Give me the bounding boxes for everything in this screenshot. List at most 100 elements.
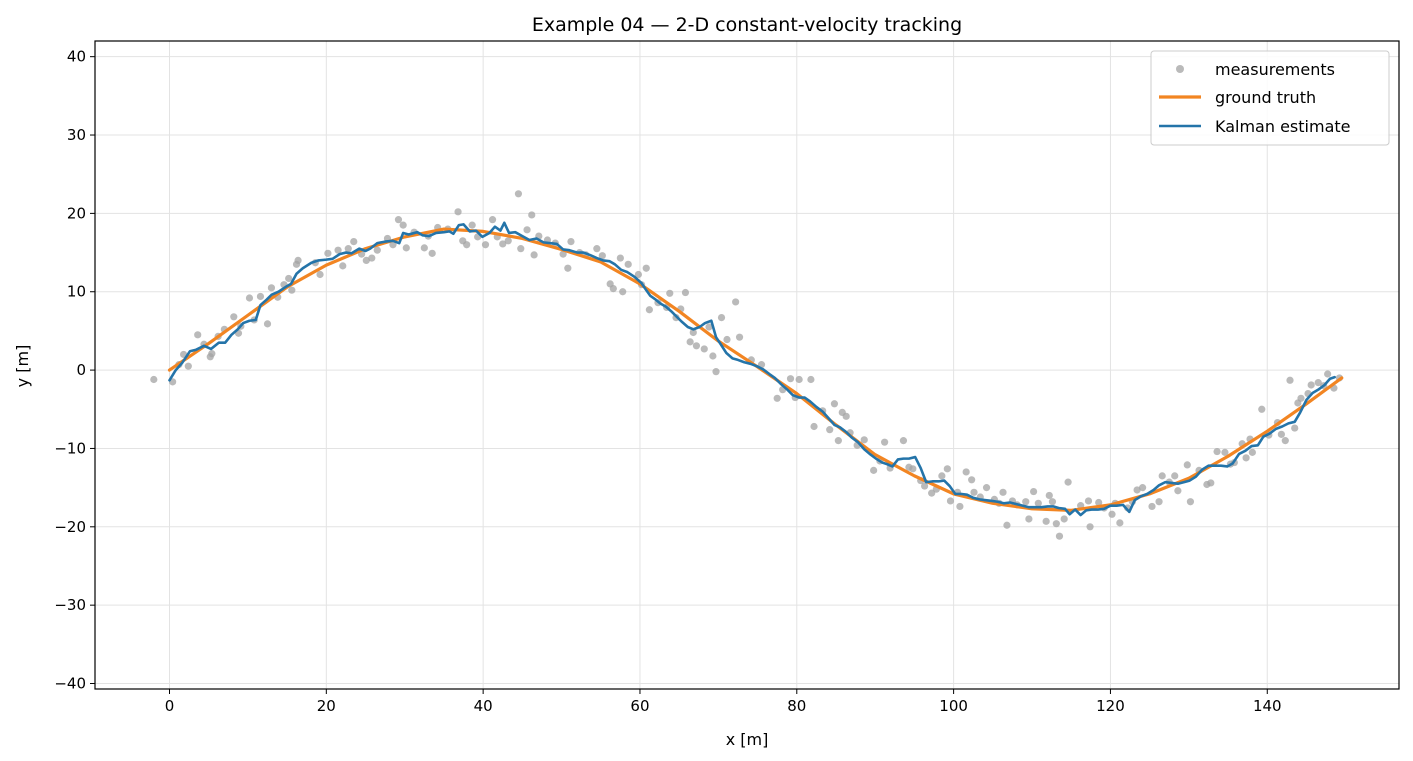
measurement-point bbox=[830, 400, 839, 408]
measurement-point bbox=[1155, 498, 1163, 506]
measurement-point bbox=[1108, 510, 1116, 518]
legend-label-kalman-estimate: Kalman estimate bbox=[1215, 117, 1350, 136]
measurement-point bbox=[681, 288, 690, 297]
measurement-point bbox=[1045, 491, 1053, 500]
measurement-point bbox=[362, 256, 370, 264]
measurement-point bbox=[1060, 515, 1068, 523]
measurement-point bbox=[968, 476, 976, 484]
y-tick-label: −40 bbox=[54, 675, 86, 693]
measurement-point bbox=[717, 313, 726, 322]
measurement-point bbox=[1242, 454, 1250, 462]
measurement-point bbox=[1003, 521, 1011, 529]
measurement-point bbox=[1064, 478, 1072, 486]
measurement-point bbox=[712, 368, 720, 376]
measurement-point bbox=[1291, 424, 1299, 432]
measurement-point bbox=[795, 375, 803, 384]
measurement-point bbox=[970, 488, 978, 496]
axes-frame bbox=[94, 40, 1400, 690]
measurement-point bbox=[634, 270, 642, 279]
measurement-point bbox=[860, 436, 868, 444]
measurement-point bbox=[567, 237, 575, 246]
measurement-point bbox=[528, 211, 536, 219]
measurement-point bbox=[735, 333, 744, 341]
measurement-point bbox=[1055, 532, 1064, 540]
legend-label-measurements: measurements bbox=[1215, 60, 1335, 79]
measurement-point bbox=[1086, 523, 1094, 531]
measurement-point bbox=[1277, 430, 1285, 438]
measurement-point bbox=[1186, 498, 1195, 506]
y-tick-label: 40 bbox=[67, 48, 86, 66]
measurement-point bbox=[943, 465, 951, 473]
y-tick-label: −10 bbox=[54, 439, 86, 457]
kalman-estimate-line bbox=[168, 221, 1336, 517]
measurement-point bbox=[368, 254, 376, 262]
x-tick-label: 100 bbox=[939, 697, 968, 715]
measurement-point bbox=[609, 285, 617, 293]
x-tick-label: 80 bbox=[787, 697, 806, 715]
measurement-point bbox=[389, 241, 397, 249]
measurement-point bbox=[504, 237, 512, 245]
measurement-point bbox=[481, 241, 490, 249]
measurement-point bbox=[316, 270, 324, 279]
measurement-point bbox=[1286, 376, 1294, 384]
measurement-point bbox=[488, 216, 497, 224]
measurement-point bbox=[1183, 461, 1191, 469]
measurement-point bbox=[1095, 498, 1103, 507]
measurement-point bbox=[1314, 379, 1322, 387]
measurement-point bbox=[1022, 498, 1030, 506]
measurement-point bbox=[826, 426, 834, 434]
measurement-point bbox=[514, 190, 523, 198]
measurement-point bbox=[530, 251, 538, 259]
measurement-point bbox=[339, 262, 347, 270]
measurement-point bbox=[999, 488, 1007, 496]
measurement-point bbox=[732, 298, 740, 306]
x-tick-label: 0 bbox=[165, 697, 175, 715]
measurement-point bbox=[956, 502, 964, 511]
y-axis-label: y [m] bbox=[13, 345, 32, 388]
measurement-point bbox=[230, 313, 238, 321]
measurement-point bbox=[786, 375, 795, 383]
measurement-point bbox=[523, 226, 531, 234]
measurement-point bbox=[946, 497, 955, 505]
x-tick-label: 60 bbox=[630, 697, 649, 715]
measurement-point bbox=[962, 468, 970, 476]
measurement-point bbox=[982, 484, 991, 492]
measurement-point bbox=[1297, 394, 1305, 402]
measurement-point bbox=[420, 244, 428, 252]
y-tick-label: 10 bbox=[67, 283, 86, 301]
axis-ticks: 0 20 40 60 80 100 120 140 −40 −30 −20 −10 0 10 20 30 40 bbox=[54, 48, 1281, 715]
measurement-point bbox=[1034, 499, 1042, 507]
measurement-point bbox=[1207, 479, 1215, 487]
measurement-point bbox=[1116, 519, 1124, 527]
legend-marker-measurements bbox=[1176, 65, 1184, 73]
measurement-point bbox=[834, 437, 842, 445]
measurement-point bbox=[285, 274, 293, 283]
measurement-point bbox=[1171, 472, 1179, 480]
measurement-point bbox=[709, 352, 717, 360]
plot-area bbox=[150, 190, 1344, 540]
measurement-point bbox=[624, 260, 632, 268]
measurement-point bbox=[842, 412, 850, 420]
measurement-point bbox=[692, 342, 701, 350]
measurement-point bbox=[881, 438, 889, 446]
measurement-point bbox=[645, 306, 653, 314]
legend-box bbox=[1150, 50, 1390, 146]
x-tick-label: 140 bbox=[1253, 697, 1282, 715]
measurement-point bbox=[686, 338, 694, 346]
measurement-point bbox=[499, 240, 507, 248]
x-tick-label: 40 bbox=[474, 697, 493, 715]
y-tick-label: −30 bbox=[54, 596, 86, 614]
measurement-point bbox=[399, 221, 407, 229]
y-tick-label: 0 bbox=[76, 361, 86, 379]
measurement-point bbox=[263, 320, 272, 328]
measurement-point bbox=[593, 245, 601, 253]
measurement-point bbox=[689, 328, 697, 337]
measurement-point bbox=[324, 249, 332, 257]
measurement-point bbox=[810, 422, 818, 431]
measurement-point bbox=[428, 249, 436, 257]
grid bbox=[95, 41, 1399, 689]
measurement-point bbox=[1258, 405, 1266, 413]
measurement-point bbox=[402, 244, 410, 252]
measurement-point bbox=[1084, 497, 1093, 505]
